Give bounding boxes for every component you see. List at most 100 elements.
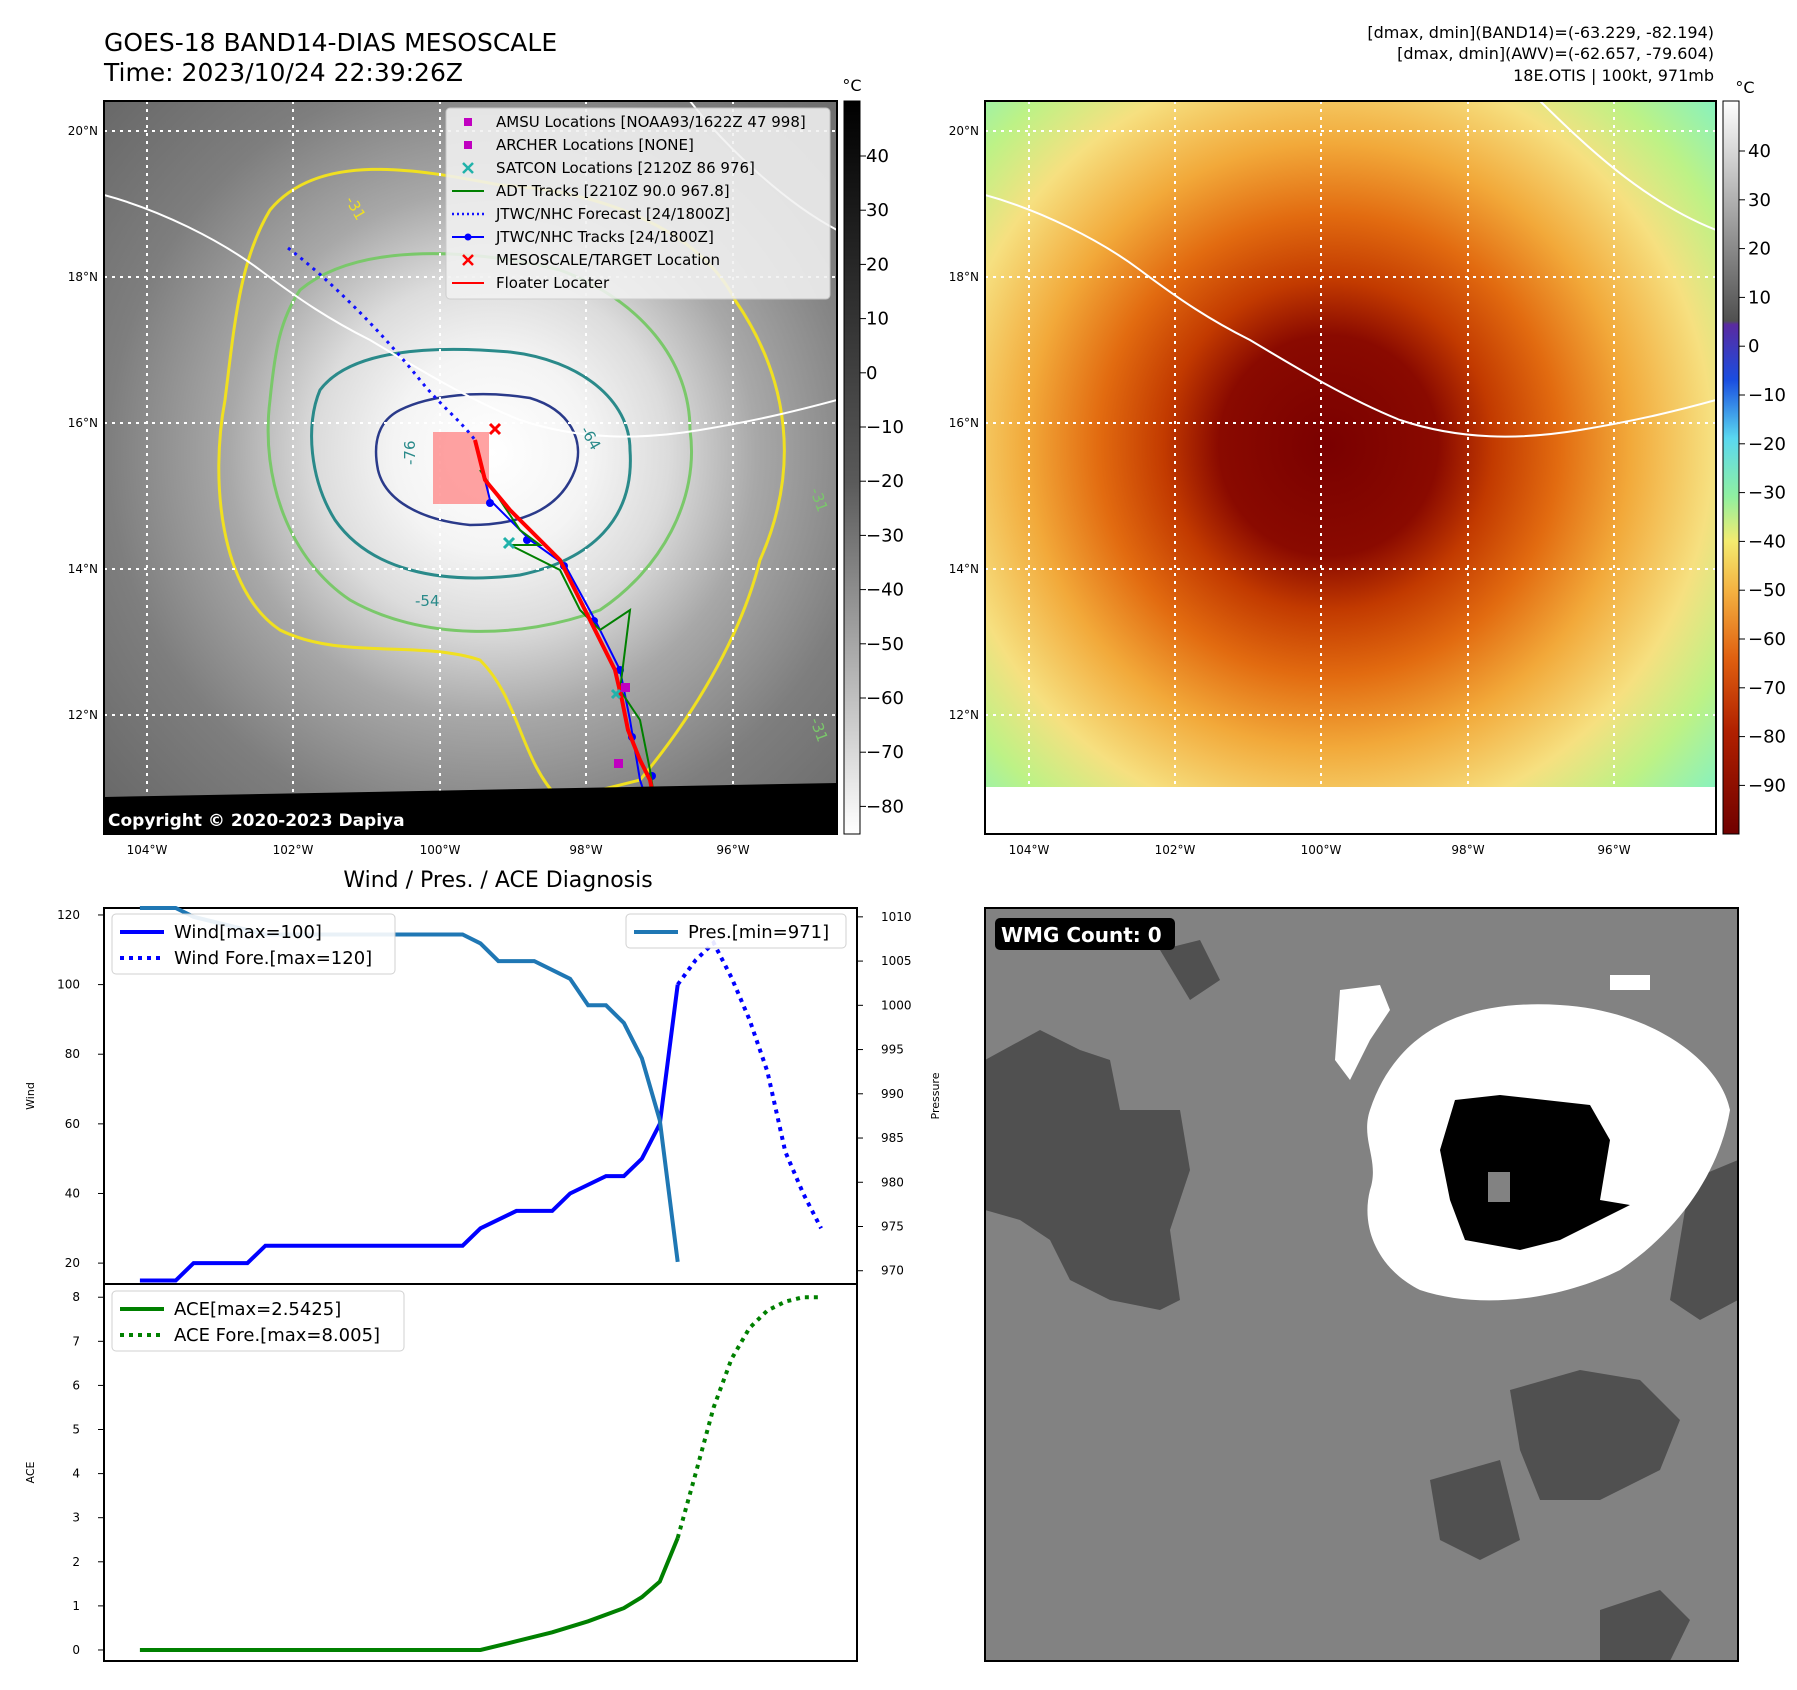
y2-tick-label: 975 — [881, 1219, 904, 1233]
y-axis-label: ACE — [24, 1461, 37, 1483]
y-tick-label: 5 — [72, 1423, 80, 1437]
y2-tick-label: 1000 — [881, 998, 912, 1012]
y2-tick-label: 1010 — [881, 910, 912, 924]
lon-tick-label: 104°W — [1009, 843, 1050, 857]
legend-label: ARCHER Locations [NONE] — [496, 136, 694, 154]
cbar1-tick-label: −20 — [866, 471, 904, 492]
lat-tick-label: 18°N — [949, 270, 979, 284]
lat-tick-label: 20°N — [949, 124, 979, 138]
wmg-frame — [984, 907, 1739, 1662]
awv-colorbar: °C 40 30 20 10 0 −10 −20 −30 −40 −50 −60 −70 −80 −90 — [1722, 78, 1786, 835]
map-tick-labels: 104°W 104°W 102°W 102°W 100°W 100°W 98°W 98°W 96… — [68, 124, 1631, 857]
cbar1-tick-label: −70 — [866, 742, 904, 763]
y-tick-label: 40 — [65, 1186, 80, 1200]
y2-tick-label: 985 — [881, 1131, 904, 1145]
contour-label: -76 — [401, 441, 419, 466]
legend-entry: ARCHER Locations [NONE] — [464, 136, 694, 154]
cbar2-tick-label: −90 — [1748, 775, 1786, 796]
y-tick-label: 60 — [65, 1117, 80, 1131]
cbar1-unit: °C — [842, 76, 861, 95]
lon-tick-label: 100°W — [1301, 843, 1342, 857]
contour-label: -54 — [415, 592, 440, 610]
cbar2-tick-label: 20 — [1748, 239, 1771, 260]
chart-legend — [111, 1290, 405, 1352]
y2-tick-label: 970 — [881, 1264, 904, 1278]
y-tick-label: 7 — [72, 1334, 80, 1348]
figure-title: GOES-18 BAND14-DIAS MESOSCALE — [104, 28, 557, 57]
legend-label: MESOSCALE/TARGET Location — [496, 251, 720, 269]
legend-entry: AMSU Locations [NOAA93/1622Z 47 998] — [464, 113, 806, 131]
lon-tick-label: 96°W — [716, 843, 749, 857]
lat-tick-label: 18°N — [68, 270, 98, 284]
lon-tick-label: 102°W — [273, 843, 314, 857]
y-tick-label: 100 — [57, 978, 80, 992]
cbar2-tick-label: −40 — [1748, 531, 1786, 552]
copyright: Copyright © 2020-2023 Dapiya — [108, 811, 405, 831]
ir-colorbar: °C 40 30 20 10 0 −10 −20 −30 −40 −50 −60 −70 −80 — [842, 76, 904, 835]
legend-entry: Floater Locater — [452, 274, 610, 292]
cbar1-tick-label: −80 — [866, 796, 904, 817]
awv-no-data — [985, 787, 1716, 834]
lat-tick-label: 12°N — [68, 708, 98, 722]
cbar1-tick-label: 20 — [866, 254, 889, 275]
cbar2-tick-label: 40 — [1748, 141, 1771, 162]
legend-entry: JTWC/NHC Tracks [24/1800Z] — [452, 228, 714, 246]
cbar2-tick-label: −80 — [1748, 727, 1786, 748]
ir-map-panel: -76 -64 -54 -31 -31 -31 Copyright © 2020… — [103, 100, 838, 835]
cbar2-tick-label: −50 — [1748, 580, 1786, 601]
coastline-north — [1539, 101, 1716, 231]
coastline — [104, 194, 837, 438]
satcon-markers — [502, 536, 622, 700]
legend-label: Wind[max=100] — [174, 922, 322, 943]
lat-tick-label: 16°N — [68, 416, 98, 430]
y-tick-label: 8 — [72, 1290, 80, 1304]
cbar1-tick-label: 40 — [866, 146, 889, 167]
storm-info: 18E.OTIS | 100kt, 971mb — [1513, 66, 1714, 85]
y2-axis-label: Pressure — [929, 1072, 942, 1119]
y-tick-label: 4 — [72, 1467, 80, 1481]
adt-track — [479, 469, 661, 834]
contour-teal — [310, 347, 632, 580]
legend-label: Wind Fore.[max=120] — [174, 948, 372, 969]
legend-label: JTWC/NHC Tracks [24/1800Z] — [495, 228, 714, 246]
wind-pressure-chart: 20 40 60 80 100 120 970 975 980 985 990 995 1000 1005… — [24, 906, 942, 1285]
lat-tick-label: 12°N — [949, 708, 979, 722]
cbar2-tick-label: −20 — [1748, 434, 1786, 455]
chart-legend — [625, 913, 847, 949]
amsu-marker-2 — [614, 759, 623, 768]
series-line — [675, 1295, 822, 1539]
y-tick-label: 3 — [72, 1511, 80, 1525]
legend-label: JTWC/NHC Forecast [24/1800Z] — [495, 205, 730, 223]
cbar1-tick-label: −60 — [866, 688, 904, 709]
y2-tick-label: 995 — [881, 1043, 904, 1057]
cbar1-tick-label: −40 — [866, 580, 904, 601]
legend-label: Floater Locater — [496, 274, 610, 292]
cbar1-tick-label: −50 — [866, 634, 904, 655]
chart-legend — [111, 913, 396, 975]
wmg-white-cell — [1610, 975, 1650, 990]
lon-tick-label: 98°W — [569, 843, 602, 857]
awv-background — [985, 101, 1716, 834]
legend-label: Pres.[min=971] — [688, 922, 829, 943]
legend-label: AMSU Locations [NOAA93/1622Z 47 998] — [496, 113, 806, 131]
y-tick-label: 0 — [72, 1643, 80, 1657]
legend-label: ADT Tracks [2210Z 90.0 967.8] — [496, 182, 730, 200]
target-marker — [488, 422, 502, 436]
cbar2-tick-label: 0 — [1748, 336, 1759, 357]
wmg-panel: WMG Count: 0 — [984, 907, 1739, 1662]
y-tick-label: 80 — [65, 1047, 80, 1061]
lat-tick-label: 20°N — [68, 124, 98, 138]
y-axis-label: Wind — [24, 1082, 37, 1110]
wmg-dark-cells — [985, 940, 1738, 1661]
legend-entry: JTWC/NHC Forecast [24/1800Z] — [452, 205, 730, 223]
ir-map-frame — [103, 100, 838, 835]
y-tick-label: 20 — [65, 1256, 80, 1270]
y2-tick-label: 990 — [881, 1087, 904, 1101]
cbar1-tick-label: 0 — [866, 363, 877, 384]
coastline — [985, 194, 1716, 438]
amsu-marker — [621, 683, 630, 692]
legend-entry: SATCON Locations [2120Z 86 976] — [462, 159, 755, 177]
cbar2-tick-label: −30 — [1748, 483, 1786, 504]
legend-label: SATCON Locations [2120Z 86 976] — [496, 159, 755, 177]
